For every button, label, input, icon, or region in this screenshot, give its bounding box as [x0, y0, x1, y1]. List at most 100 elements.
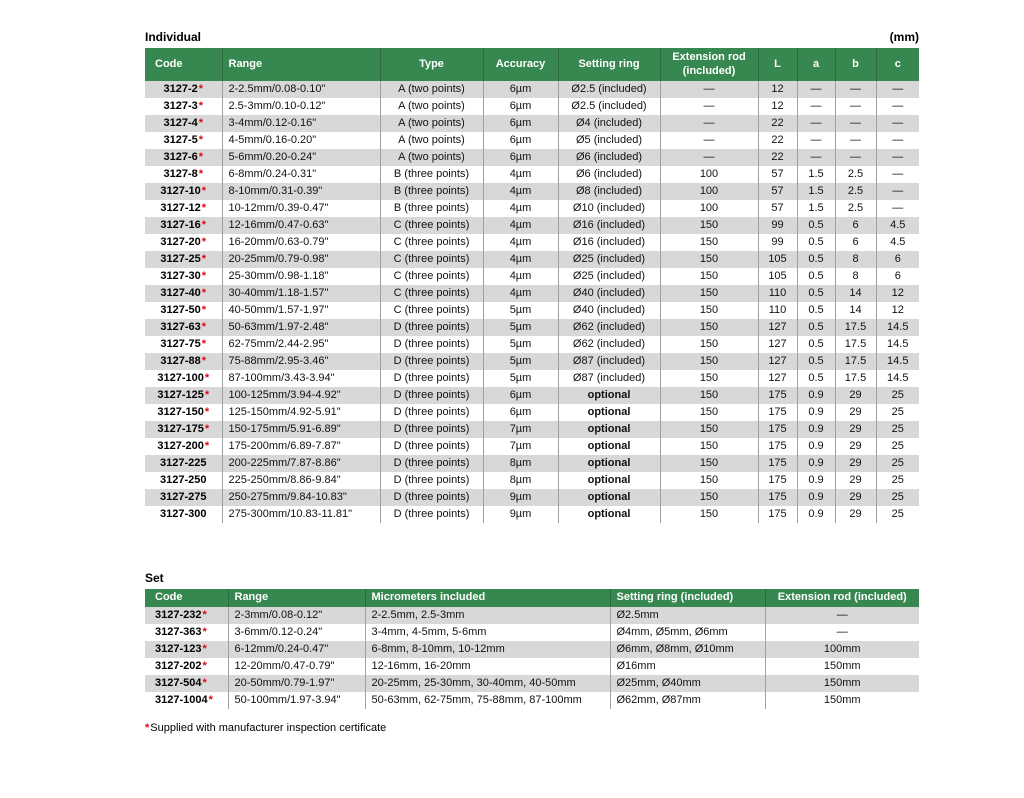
- range-cell: 25-30mm/0.98-1.18": [221, 268, 380, 285]
- accuracy-cell: 4µm: [482, 217, 558, 234]
- dim-l-cell: 22: [757, 115, 797, 132]
- code-cell: 3127-275: [145, 489, 222, 506]
- dim-l-cell: 127: [757, 353, 797, 370]
- dim-c-cell: 12: [875, 285, 919, 302]
- extension-rod-cell: 100: [659, 183, 758, 200]
- dim-a-cell: 0.9: [796, 455, 835, 472]
- certificate-asterisk: *: [201, 236, 207, 248]
- accuracy-cell: 8µm: [482, 472, 558, 489]
- individual-row: 3127-3* 2.5-3mm/0.10-0.12" A (two points) 6…: [145, 98, 919, 115]
- accuracy-cell: 4µm: [482, 268, 558, 285]
- dim-c-cell: —: [875, 149, 919, 166]
- dim-a-cell: —: [796, 149, 835, 166]
- range-cell: 87-100mm/3.43-3.94": [221, 370, 380, 387]
- certificate-asterisk: *: [204, 372, 210, 384]
- type-cell: C (three points): [379, 251, 483, 268]
- set-row: 3127-202* 12-20mm/0.47-0.79" 12-16mm, 16-2…: [145, 658, 919, 675]
- code-cell: 3127-12*: [145, 200, 222, 217]
- extension-rod-cell: 150mm: [764, 658, 919, 675]
- type-cell: A (two points): [379, 132, 483, 149]
- set-header-row: Code Range Micrometers included Setting rin…: [145, 589, 919, 607]
- product-code: 3127-40: [160, 287, 201, 299]
- extension-rod-cell: 150: [659, 268, 758, 285]
- setting-ring-cell: Ø87 (included): [557, 353, 660, 370]
- product-code: 3127-125: [157, 389, 204, 401]
- dim-l-cell: 12: [757, 81, 797, 98]
- extension-rod-cell: 150: [659, 251, 758, 268]
- code-cell: 3127-225: [145, 455, 222, 472]
- setting-ring-cell: optional: [557, 506, 660, 523]
- micrometers-included-cell: 6-8mm, 8-10mm, 10-12mm: [364, 641, 610, 658]
- accuracy-cell: 8µm: [482, 455, 558, 472]
- certificate-asterisk: *: [201, 253, 207, 265]
- product-code: 3127-175: [157, 423, 204, 435]
- dim-c-cell: 14.5: [875, 370, 919, 387]
- column-header: Setting ring (included): [609, 589, 765, 607]
- certificate-asterisk: *: [198, 151, 204, 163]
- dim-c-cell: 25: [875, 472, 919, 489]
- dim-b-cell: 29: [834, 472, 876, 489]
- extension-rod-cell: 100: [659, 200, 758, 217]
- accuracy-cell: 6µm: [482, 387, 558, 404]
- code-cell: 3127-125*: [145, 387, 222, 404]
- column-header: L: [757, 48, 797, 81]
- extension-rod-cell: 150: [659, 421, 758, 438]
- set-row: 3127-123* 6-12mm/0.24-0.47" 6-8mm, 8-10mm,…: [145, 641, 919, 658]
- accuracy-cell: 5µm: [482, 302, 558, 319]
- micrometers-included-cell: 2-2.5mm, 2.5-3mm: [364, 607, 610, 624]
- dim-a-cell: —: [796, 98, 835, 115]
- dim-a-cell: 0.5: [796, 234, 835, 251]
- dim-l-cell: 57: [757, 166, 797, 183]
- range-cell: 225-250mm/8.86-9.84": [221, 472, 380, 489]
- extension-rod-cell: 150mm: [764, 692, 919, 709]
- dim-b-cell: 2.5: [834, 200, 876, 217]
- type-cell: B (three points): [379, 166, 483, 183]
- dim-b-cell: 29: [834, 506, 876, 523]
- extension-rod-cell: —: [764, 607, 919, 624]
- dim-c-cell: 14.5: [875, 319, 919, 336]
- certificate-asterisk: *: [202, 626, 207, 638]
- dim-l-cell: 110: [757, 302, 797, 319]
- product-code: 3127-12: [160, 202, 201, 214]
- certificate-asterisk: *: [201, 202, 207, 214]
- certificate-asterisk: *: [202, 660, 207, 672]
- accuracy-cell: 5µm: [482, 336, 558, 353]
- set-row: 3127-504* 20-50mm/0.79-1.97" 20-25mm, 25-3…: [145, 675, 919, 692]
- product-code: 3127-200: [157, 440, 204, 452]
- column-header: Range: [227, 589, 365, 607]
- extension-rod-cell: 100: [659, 166, 758, 183]
- individual-row: 3127-275 250-275mm/9.84-10.83" D (three po…: [145, 489, 919, 506]
- dim-a-cell: —: [796, 115, 835, 132]
- certificate-asterisk: *: [204, 406, 210, 418]
- setting-ring-cell: Ø40 (included): [557, 285, 660, 302]
- range-cell: 50-100mm/1.97-3.94": [227, 692, 365, 709]
- range-cell: 30-40mm/1.18-1.57": [221, 285, 380, 302]
- dim-l-cell: 99: [757, 217, 797, 234]
- set-row: 3127-1004* 50-100mm/1.97-3.94" 50-63mm, 62…: [145, 692, 919, 709]
- accuracy-cell: 4µm: [482, 166, 558, 183]
- certificate-asterisk: *: [201, 185, 207, 197]
- certificate-asterisk: *: [198, 134, 204, 146]
- dim-c-cell: 6: [875, 268, 919, 285]
- dim-a-cell: 1.5: [796, 166, 835, 183]
- accuracy-cell: 6µm: [482, 98, 558, 115]
- certificate-asterisk: *: [201, 355, 207, 367]
- setting-ring-cell: optional: [557, 489, 660, 506]
- setting-ring-cell: Ø16 (included): [557, 217, 660, 234]
- dim-a-cell: 0.5: [796, 268, 835, 285]
- dim-b-cell: 17.5: [834, 353, 876, 370]
- type-cell: D (three points): [379, 455, 483, 472]
- range-cell: 40-50mm/1.57-1.97": [221, 302, 380, 319]
- dim-b-cell: —: [834, 149, 876, 166]
- certificate-asterisk: *: [201, 287, 207, 299]
- column-header: Micrometers included: [364, 589, 610, 607]
- dim-a-cell: 0.5: [796, 319, 835, 336]
- type-cell: D (three points): [379, 353, 483, 370]
- setting-ring-cell: Ø8 (included): [557, 183, 660, 200]
- accuracy-cell: 4µm: [482, 200, 558, 217]
- type-cell: D (three points): [379, 387, 483, 404]
- setting-ring-cell: optional: [557, 438, 660, 455]
- dim-a-cell: 1.5: [796, 183, 835, 200]
- dim-l-cell: 175: [757, 421, 797, 438]
- individual-header-row: Code Range Type Accuracy Setting ring Extensi…: [145, 48, 919, 81]
